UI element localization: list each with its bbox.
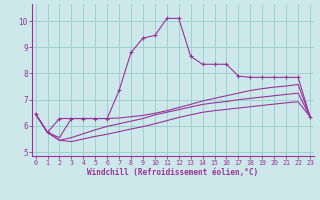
X-axis label: Windchill (Refroidissement éolien,°C): Windchill (Refroidissement éolien,°C) [87, 168, 258, 177]
